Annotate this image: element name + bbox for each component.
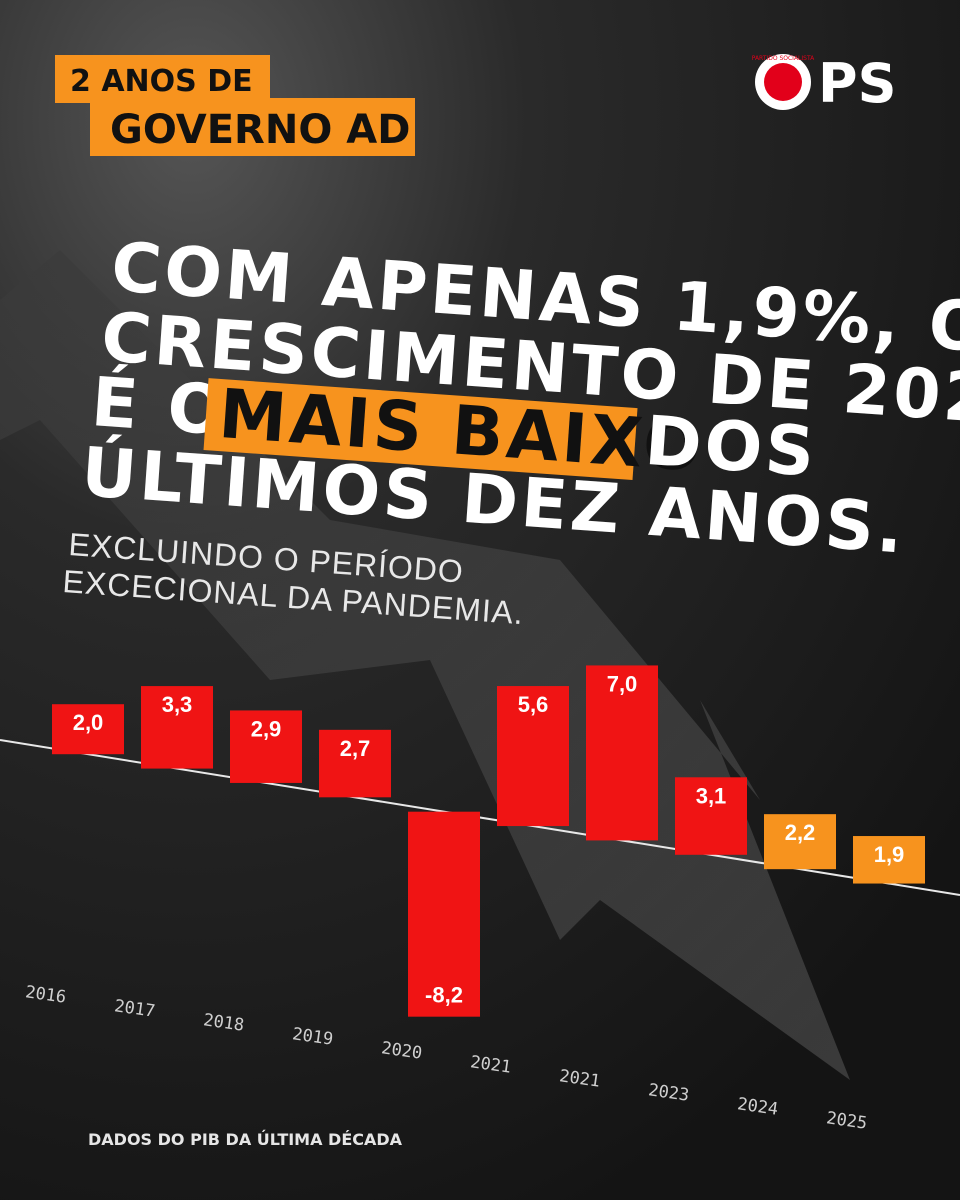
value-label: 5,6 <box>518 692 549 717</box>
bar <box>230 710 302 783</box>
value-label: 7,0 <box>607 671 638 696</box>
value-label: 2,9 <box>251 716 282 741</box>
value-label: 2,2 <box>785 820 816 845</box>
arrow-shape <box>0 250 850 1080</box>
bar <box>52 704 124 755</box>
bar <box>853 836 925 884</box>
logo: PS <box>818 52 896 115</box>
tag-text: GOVERNO AD <box>110 107 410 153</box>
tag-box <box>90 98 415 156</box>
tag-box <box>55 55 270 103</box>
bar <box>141 686 213 769</box>
value-label: 3,3 <box>162 692 193 717</box>
bar <box>764 814 836 870</box>
bar <box>586 665 658 841</box>
headline: DOS <box>642 402 819 493</box>
bars: 2,0 3,3 2,9 2,7 -8,2 5,6 7,0 3,1 2,2 1,9 <box>52 665 925 1017</box>
value-label: 2,0 <box>73 710 104 735</box>
bar <box>497 686 569 827</box>
value-label: 1,9 <box>874 842 905 867</box>
value-label: 3,1 <box>696 783 727 808</box>
tag-text: 2 ANOS DE <box>70 64 253 99</box>
logo-fist <box>764 63 802 101</box>
value-label: -8,2 <box>425 983 463 1008</box>
value-label: 2,7 <box>340 736 371 761</box>
footer: DADOS DO PIB DA ÚLTIMA DÉCADA <box>88 1130 403 1149</box>
bar <box>319 729 391 798</box>
logo-ring-text: PARTIDO SOCIALISTA <box>752 55 815 62</box>
highlight-box <box>203 378 638 480</box>
bar <box>675 777 747 855</box>
bar <box>408 811 480 1017</box>
